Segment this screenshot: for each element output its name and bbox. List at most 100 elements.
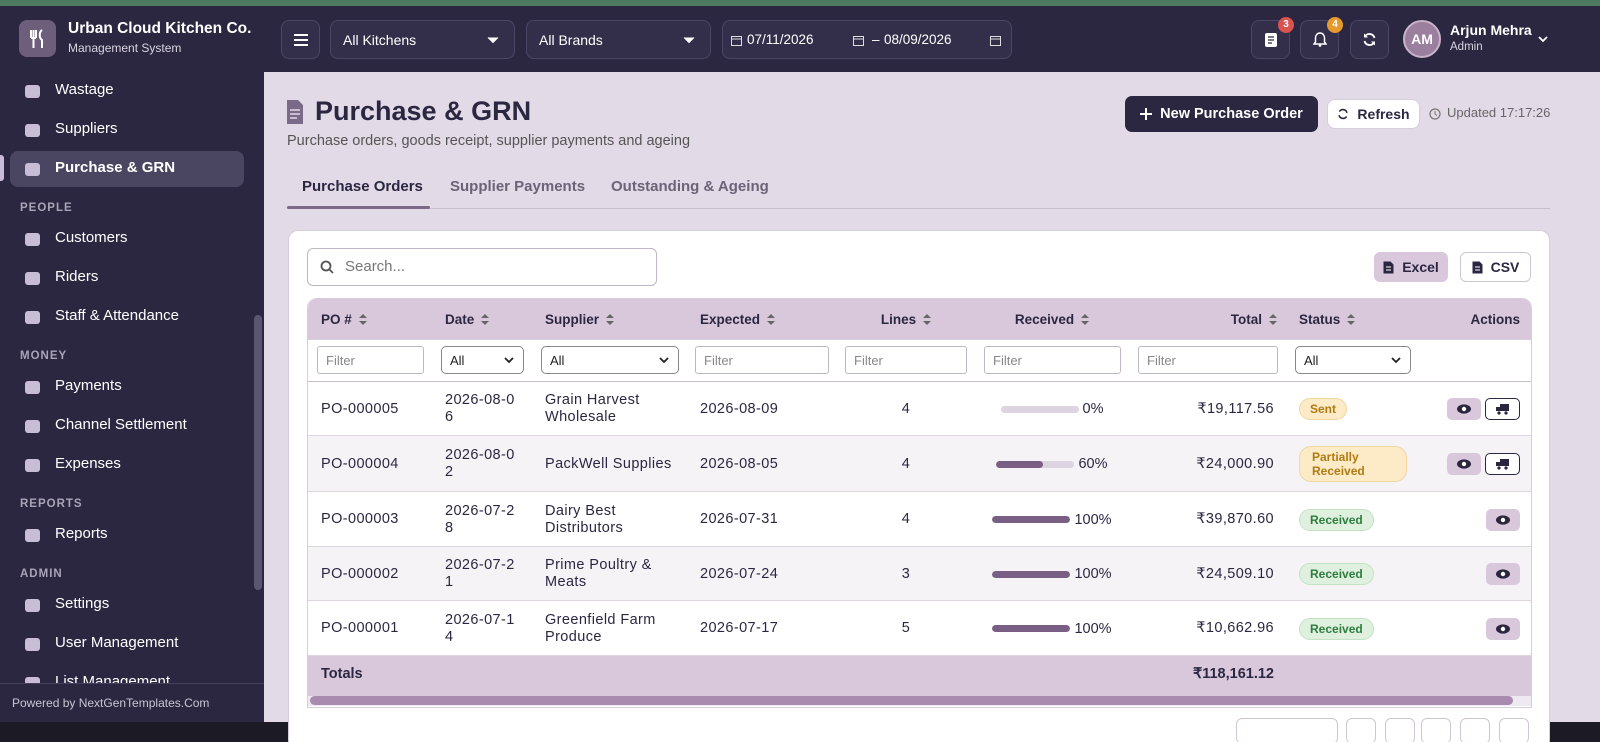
select-caret [1390,354,1402,366]
order-date: 2026-07-21 [445,557,515,590]
export-button[interactable]: CSV [1460,252,1531,282]
nav-icon [24,528,41,543]
column-header[interactable]: Supplier [545,309,685,329]
refresh-button[interactable]: Refresh [1327,99,1420,129]
input-placeholder: Filter [993,352,1022,368]
pagination-control[interactable] [1346,718,1376,742]
column-title: Expected [700,311,761,327]
date-separator: – [872,32,880,47]
nav-item[interactable]: Staff & Attendance [55,307,179,324]
kitchen-select[interactable]: All Kitchens [330,20,515,59]
filter-input[interactable]: Filter [317,346,424,374]
select-caret [682,33,696,47]
column-title: Date [445,311,475,327]
pagination-control[interactable] [1460,718,1490,742]
column-header[interactable]: PO # [321,309,431,329]
tab[interactable]: Purchase Orders [302,178,423,195]
nav-item[interactable]: Riders [55,268,99,285]
filter-select[interactable]: All [1295,346,1411,374]
column-header[interactable]: Date [445,309,535,329]
scrollbar-thumb[interactable] [310,696,1513,705]
nav-item[interactable]: Expenses [55,455,121,472]
supplier-name: Dairy Best Distributors [545,502,624,536]
nav-item[interactable]: Payments [55,377,122,394]
search-box[interactable]: Search... [307,248,657,286]
input-placeholder: Filter [704,352,733,368]
filter-input[interactable]: Filter [984,346,1121,374]
button-label: Refresh [1357,106,1410,122]
view-button[interactable] [1447,453,1481,475]
page-title: Purchase & GRN [315,96,532,126]
line-count: 4 [901,455,911,472]
orders-table: PO # Date Supplier Expected Lines Received Tot… [307,298,1532,708]
nav-icon [24,271,41,286]
received-cell: 60% [972,454,1132,474]
received-percent: 0% [1082,401,1104,417]
tab[interactable]: Outstanding & Ageing [611,178,769,195]
brand-select[interactable]: All Brands [526,20,711,59]
table-card: Search... Excel CSV PO # Date Supplier Expecte… [288,230,1550,742]
nav-item[interactable]: Reports [55,525,108,542]
nav-item[interactable]: Customers [55,229,128,246]
user-name: Arjun Mehra [1450,22,1532,38]
view-button[interactable] [1486,617,1520,640]
sync-button[interactable] [1350,20,1389,59]
nav-item[interactable]: User Management [55,634,179,651]
progress-fill [992,516,1071,523]
nav-item[interactable]: Settings [55,595,110,612]
nav-item[interactable]: Wastage [55,81,114,98]
sort-icon [606,313,615,325]
nav-item[interactable]: Purchase & GRN [55,159,176,176]
column-header[interactable]: Status [1299,309,1399,329]
search-placeholder: Search... [345,258,406,275]
column-header[interactable]: Expected [700,309,820,329]
pagination-control[interactable] [1421,718,1451,742]
received-percent: 100% [1074,511,1112,528]
sidebar-scrollbar [254,315,262,590]
totals-row [308,656,1531,696]
column-header[interactable]: Received [987,309,1117,329]
pagination-control[interactable] [1499,718,1529,742]
order-total: ₹19,117.56 [1197,400,1274,417]
filter-select[interactable]: All [441,346,524,374]
column-title: Received [1014,311,1075,327]
receive-button[interactable] [1485,398,1520,420]
view-button[interactable] [1486,563,1520,585]
received-cell: 0% [972,399,1132,419]
pagination-control[interactable] [1385,718,1415,742]
received-percent: 60% [1078,456,1108,472]
progress-fill [992,625,1071,632]
pagination-control[interactable] [1236,718,1338,742]
view-button[interactable] [1486,508,1520,531]
nav-item[interactable]: Suppliers [55,120,118,137]
active-background [10,151,244,187]
select-value: All [1304,352,1319,368]
date-range[interactable]: 07/11/2026 –08/09/2026 [722,20,1012,59]
nav-item[interactable]: Channel Settlement [55,416,187,433]
order-date: 2026-07-28 [445,502,515,536]
button-label: New Purchase Order [1160,106,1303,122]
column-header[interactable]: Total [1142,309,1277,329]
filter-input[interactable]: Filter [1138,346,1278,374]
calendar-icon [990,34,1002,46]
user-menu-caret[interactable] [1537,32,1549,44]
table-header [308,299,1531,339]
column-header[interactable]: Lines [846,309,966,329]
new-purchase-order-button[interactable]: New Purchase Order [1125,96,1318,132]
tab[interactable]: Supplier Payments [450,178,586,195]
order-total: ₹24,000.90 [1196,455,1274,472]
notifications-button[interactable]: 4 [1300,17,1343,59]
view-button[interactable] [1447,398,1481,420]
progress-track [992,570,1071,578]
progress-track [996,460,1075,468]
export-button[interactable]: Excel [1374,252,1448,282]
menu-button[interactable] [281,20,320,59]
filter-input[interactable]: Filter [845,346,967,374]
orders-button[interactable]: 3 [1251,17,1294,59]
po-number: PO-000004 [321,455,399,472]
filter-select[interactable]: All [541,346,679,374]
filter-input[interactable]: Filter [695,346,829,374]
receive-button[interactable] [1485,453,1520,475]
order-total: ₹10,662.96 [1196,620,1274,636]
